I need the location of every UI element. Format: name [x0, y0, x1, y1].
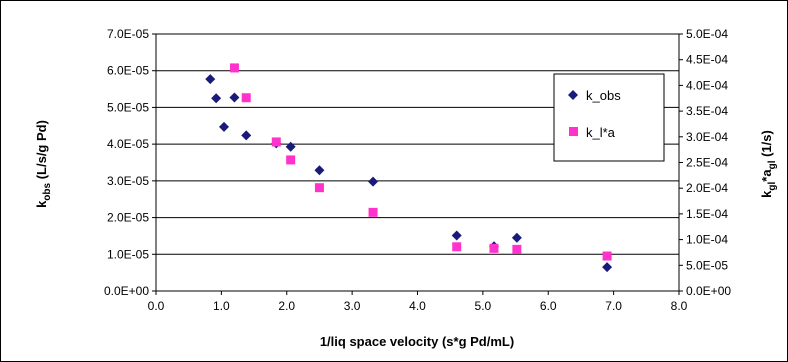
data-point-k-obs — [368, 176, 379, 187]
data-point-k-la — [314, 183, 324, 193]
y2-axis-title-rest: (1/s) — [759, 130, 774, 160]
data-point-k-la — [229, 63, 239, 73]
legend-label-k-la: k_l*a — [586, 125, 616, 140]
data-point-k-obs — [285, 141, 296, 152]
data-point-k-obs — [451, 230, 462, 241]
data-point-k-la — [241, 93, 251, 103]
gridlines — [156, 33, 679, 255]
y-axis-title-k: k — [34, 200, 49, 208]
data-point-k-obs — [602, 262, 613, 273]
x-tick-label: 4.0 — [409, 299, 426, 313]
x-tick-label: 2.0 — [278, 299, 295, 313]
y-tick-label: 6.0E-05 — [107, 64, 149, 78]
data-point-k-la — [286, 155, 296, 165]
y-tick-label: 5.0E-05 — [107, 100, 149, 114]
y2-tick-label: 2.5E-04 — [686, 156, 728, 170]
y-axis-title: kobs (L/s/g Pd) — [34, 120, 53, 208]
data-point-k-la — [271, 137, 281, 147]
data-point-k-obs — [229, 92, 240, 103]
y2-tick-label: 3.5E-04 — [686, 104, 728, 118]
y-axis-title-rest: (L/s/g Pd) — [34, 120, 49, 183]
x-tick-label: 6.0 — [540, 299, 557, 313]
y2-axis-title-sub1: gl — [767, 181, 778, 190]
y2-tick-label: 1.5E-04 — [686, 207, 728, 221]
x-tick-label: 1.0 — [213, 299, 230, 313]
data-point-k-obs — [314, 165, 325, 176]
y-tick-label: 0.0E+00 — [104, 284, 149, 298]
legend: k_obs k_l*a — [553, 73, 665, 162]
y-tick-label: 2.0E-05 — [107, 211, 149, 225]
data-point-k-obs — [218, 121, 229, 132]
y2-tick-label: 4.0E-04 — [686, 78, 728, 92]
legend-marker-k-obs — [568, 90, 578, 100]
legend-box — [553, 73, 665, 162]
x-tick-label: 8.0 — [671, 299, 688, 313]
axes — [152, 33, 683, 295]
y2-tick-label: 5.0E-04 — [686, 27, 728, 41]
legend-label-k-obs: k_obs — [586, 88, 621, 103]
y2-tick-label: 1.0E-04 — [686, 233, 728, 247]
data-point-k-obs — [211, 93, 222, 104]
y2-axis-title-sub2: gl — [767, 160, 778, 169]
y-tick-label: 1.0E-05 — [107, 247, 149, 261]
y2-tick-label: 3.0E-04 — [686, 130, 728, 144]
x-tick-label: 7.0 — [605, 299, 622, 313]
y-tick-label: 3.0E-05 — [107, 174, 149, 188]
y2-tick-label: 4.5E-04 — [686, 53, 728, 67]
x-tick-label: 3.0 — [344, 299, 361, 313]
data-points — [205, 63, 613, 273]
data-point-k-obs — [241, 130, 252, 141]
tick-labels: 0.0E+00 1.0E-05 2.0E-05 3.0E-05 4.0E-05 5.0E-… — [104, 27, 731, 313]
y2-tick-label: 5.0E-05 — [686, 258, 728, 272]
y-tick-label: 4.0E-05 — [107, 137, 149, 151]
x-tick-label: 5.0 — [475, 299, 492, 313]
data-point-k-la — [602, 251, 612, 261]
x-axis-title: 1/liq space velocity (s*g Pd/mL) — [320, 334, 514, 349]
data-point-k-la — [512, 244, 522, 254]
data-point-k-la — [368, 207, 378, 217]
data-point-k-obs — [205, 74, 216, 85]
data-point-k-obs — [511, 232, 522, 243]
legend-marker-k-la — [569, 127, 578, 136]
x-tick-label: 0.0 — [148, 299, 165, 313]
data-point-k-la — [489, 243, 499, 253]
y2-axis-title: kgl*agl (1/s) — [759, 130, 778, 198]
y2-axis-title-mid: *a — [759, 169, 774, 182]
y2-tick-label: 2.0E-04 — [686, 181, 728, 195]
y2-tick-label: 0.0E+00 — [686, 284, 731, 298]
data-point-k-la — [452, 242, 462, 252]
y2-axis-title-k: k — [759, 190, 774, 198]
y-axis-title-sub: obs — [42, 182, 53, 200]
y-tick-label: 7.0E-05 — [107, 27, 149, 41]
